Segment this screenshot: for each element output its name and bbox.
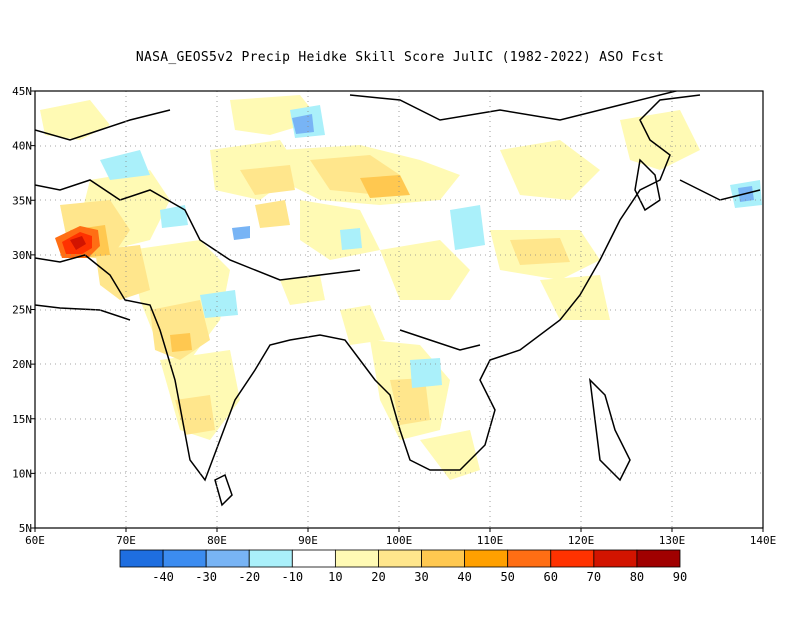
colorbar-swatch: [593, 549, 638, 568]
colorbar-swatch: [162, 549, 207, 568]
colorbar-swatch: [248, 549, 293, 568]
colorbar-swatch: [119, 549, 164, 568]
lat-tick-label: 30N: [12, 249, 32, 262]
lon-tick-label: 80E: [207, 534, 227, 547]
latitude-tick-labels: 5N 10N 15N 20N 25N 30N 35N 40N 45N: [12, 85, 35, 535]
lon-tick-label: 60E: [25, 534, 45, 547]
colorbar-swatch: [378, 549, 422, 568]
lon-tick-label: 100E: [386, 534, 413, 547]
colorbar-label: 20: [371, 570, 385, 584]
lat-tick-label: 35N: [12, 194, 32, 207]
colorbar-label: 70: [587, 570, 601, 584]
colorbar-label: -30: [195, 570, 217, 584]
skill-shading: [40, 95, 762, 480]
colorbar-swatch: [334, 549, 379, 568]
colorbar-swatch: [636, 549, 681, 568]
colorbar-label: 40: [457, 570, 471, 584]
lat-tick-label: 5N: [19, 522, 32, 535]
coastlines: [35, 91, 761, 507]
lat-tick-label: 10N: [12, 467, 32, 480]
colorbar-label: -40: [152, 570, 174, 584]
lon-tick-label: 90E: [298, 534, 318, 547]
lon-tick-label: 130E: [659, 534, 686, 547]
colorbar: -40 -30 -20 -10 10 20 30 40 50 60 70 80 90: [119, 549, 687, 584]
colorbar-label: 90: [673, 570, 687, 584]
lat-tick-label: 25N: [12, 304, 32, 317]
colorbar-label: 60: [544, 570, 558, 584]
colorbar-label: 30: [414, 570, 428, 584]
colorbar-swatch: [464, 549, 509, 568]
lat-tick-label: 20N: [12, 358, 32, 371]
lon-tick-label: 70E: [116, 534, 136, 547]
colorbar-swatch: [507, 549, 552, 568]
colorbar-label: 50: [500, 570, 514, 584]
colorbar-swatch: [550, 549, 595, 568]
lat-tick-label: 40N: [12, 140, 32, 153]
lon-tick-label: 140E: [750, 534, 777, 547]
colorbar-swatch: [291, 549, 336, 568]
colorbar-label: 10: [328, 570, 342, 584]
colorbar-label: -10: [281, 570, 303, 584]
lat-tick-label: 15N: [12, 413, 32, 426]
chart-title: NASA_GEOS5v2 Precip Heidke Skill Score J…: [135, 50, 665, 65]
longitude-tick-labels: 60E 70E 80E 90E 100E 110E 120E 130E 140E: [25, 528, 776, 547]
colorbar-swatch: [421, 549, 466, 568]
colorbar-label: -20: [238, 570, 260, 584]
lon-tick-label: 110E: [477, 534, 504, 547]
colorbar-swatch: [205, 549, 250, 568]
lat-tick-label: 45N: [12, 85, 32, 98]
lon-tick-label: 120E: [568, 534, 595, 547]
colorbar-label: 80: [630, 570, 644, 584]
